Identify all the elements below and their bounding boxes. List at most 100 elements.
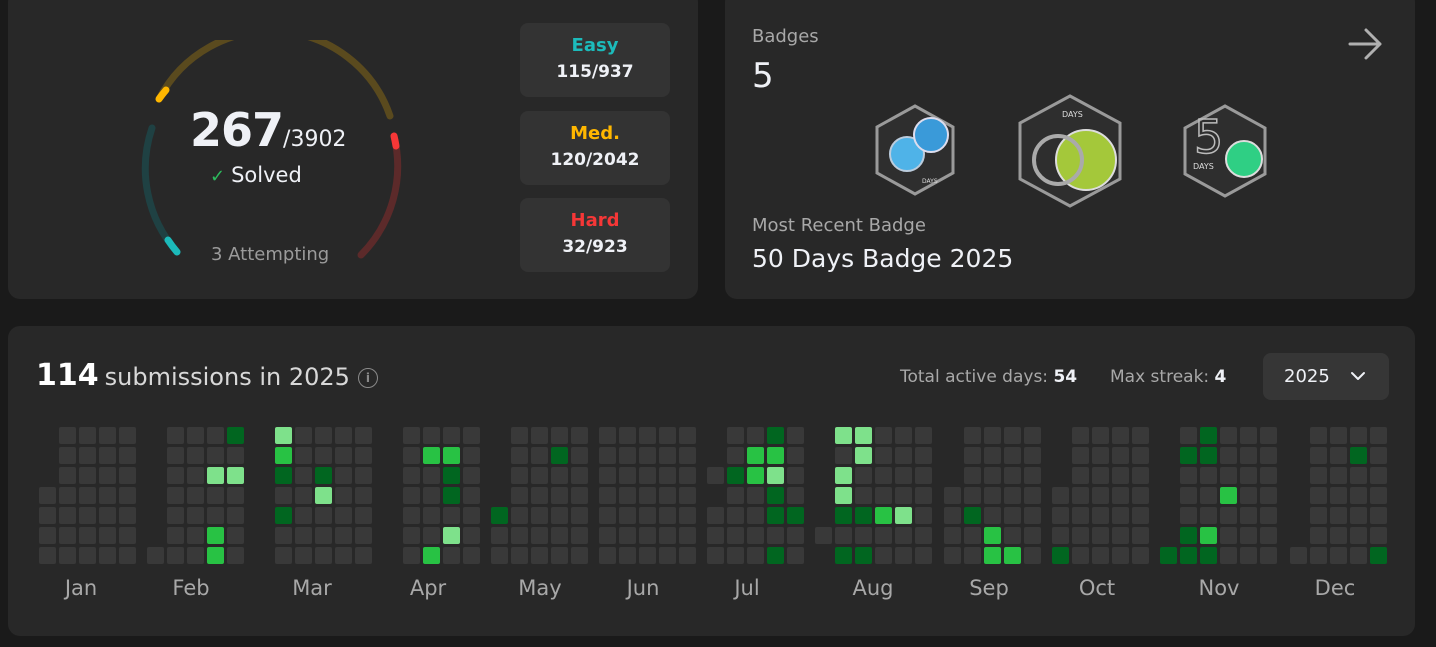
- heatmap-day-cell[interactable]: [463, 427, 480, 444]
- heatmap-day-cell[interactable]: [787, 427, 804, 444]
- heatmap-day-cell[interactable]: [944, 527, 961, 544]
- heatmap-day-cell[interactable]: [187, 547, 204, 564]
- heatmap-day-cell[interactable]: [1260, 447, 1277, 464]
- heatmap-day-cell[interactable]: [855, 527, 872, 544]
- heatmap-day-cell[interactable]: [964, 547, 981, 564]
- heatmap-day-cell[interactable]: [295, 527, 312, 544]
- heatmap-day-cell[interactable]: [443, 527, 460, 544]
- heatmap-day-cell[interactable]: [99, 487, 116, 504]
- heatmap-day-cell[interactable]: [167, 487, 184, 504]
- heatmap-day-cell[interactable]: [1310, 507, 1327, 524]
- heatmap-day-cell[interactable]: [599, 487, 616, 504]
- heatmap-day-cell[interactable]: [551, 527, 568, 544]
- heatmap-day-cell[interactable]: [119, 447, 136, 464]
- heatmap-day-cell[interactable]: [767, 507, 784, 524]
- heatmap-day-cell[interactable]: [1112, 427, 1129, 444]
- heatmap-day-cell[interactable]: [835, 507, 852, 524]
- heatmap-day-cell[interactable]: [423, 547, 440, 564]
- heatmap-day-cell[interactable]: [1052, 547, 1069, 564]
- heatmap-day-cell[interactable]: [463, 527, 480, 544]
- heatmap-day-cell[interactable]: [59, 487, 76, 504]
- heatmap-day-cell[interactable]: [787, 447, 804, 464]
- heatmap-day-cell[interactable]: [1052, 527, 1069, 544]
- heatmap-day-cell[interactable]: [295, 467, 312, 484]
- heatmap-day-cell[interactable]: [443, 487, 460, 504]
- heatmap-day-cell[interactable]: [875, 547, 892, 564]
- heatmap-day-cell[interactable]: [531, 527, 548, 544]
- heatmap-day-cell[interactable]: [39, 487, 56, 504]
- heatmap-day-cell[interactable]: [639, 547, 656, 564]
- heatmap-day-cell[interactable]: [895, 487, 912, 504]
- heatmap-day-cell[interactable]: [679, 447, 696, 464]
- heatmap-day-cell[interactable]: [1330, 467, 1347, 484]
- heatmap-day-cell[interactable]: [403, 487, 420, 504]
- heatmap-day-cell[interactable]: [659, 447, 676, 464]
- heatmap-day-cell[interactable]: [707, 507, 724, 524]
- heatmap-day-cell[interactable]: [275, 447, 292, 464]
- heatmap-day-cell[interactable]: [315, 467, 332, 484]
- heatmap-day-cell[interactable]: [835, 447, 852, 464]
- heatmap-day-cell[interactable]: [167, 527, 184, 544]
- heatmap-day-cell[interactable]: [187, 487, 204, 504]
- heatmap-day-cell[interactable]: [1350, 507, 1367, 524]
- heatmap-day-cell[interactable]: [1200, 467, 1217, 484]
- heatmap-day-cell[interactable]: [835, 527, 852, 544]
- heatmap-day-cell[interactable]: [443, 427, 460, 444]
- heatmap-day-cell[interactable]: [531, 427, 548, 444]
- heatmap-day-cell[interactable]: [207, 507, 224, 524]
- heatmap-day-cell[interactable]: [727, 547, 744, 564]
- heatmap-day-cell[interactable]: [1370, 547, 1387, 564]
- heatmap-day-cell[interactable]: [1310, 467, 1327, 484]
- heatmap-day-cell[interactable]: [1092, 487, 1109, 504]
- heatmap-day-cell[interactable]: [551, 447, 568, 464]
- heatmap-day-cell[interactable]: [855, 447, 872, 464]
- heatmap-day-cell[interactable]: [39, 507, 56, 524]
- badge-icon[interactable]: 5 DAYS: [1180, 103, 1270, 199]
- heatmap-day-cell[interactable]: [747, 467, 764, 484]
- heatmap-day-cell[interactable]: [619, 507, 636, 524]
- heatmap-day-cell[interactable]: [659, 487, 676, 504]
- heatmap-day-cell[interactable]: [355, 467, 372, 484]
- heatmap-day-cell[interactable]: [727, 527, 744, 544]
- heatmap-day-cell[interactable]: [767, 427, 784, 444]
- heatmap-day-cell[interactable]: [1370, 527, 1387, 544]
- heatmap-day-cell[interactable]: [1330, 507, 1347, 524]
- difficulty-hard[interactable]: Hard 32/923: [520, 198, 670, 272]
- heatmap-day-cell[interactable]: [571, 487, 588, 504]
- heatmap-day-cell[interactable]: [599, 547, 616, 564]
- heatmap-day-cell[interactable]: [1092, 527, 1109, 544]
- heatmap-day-cell[interactable]: [491, 547, 508, 564]
- heatmap-day-cell[interactable]: [1052, 487, 1069, 504]
- heatmap-day-cell[interactable]: [79, 507, 96, 524]
- heatmap-day-cell[interactable]: [1004, 527, 1021, 544]
- heatmap-day-cell[interactable]: [1092, 447, 1109, 464]
- heatmap-day-cell[interactable]: [511, 427, 528, 444]
- heatmap-day-cell[interactable]: [79, 547, 96, 564]
- heatmap-day-cell[interactable]: [944, 507, 961, 524]
- heatmap-day-cell[interactable]: [423, 447, 440, 464]
- heatmap-day-cell[interactable]: [1112, 487, 1129, 504]
- heatmap-day-cell[interactable]: [531, 547, 548, 564]
- heatmap-day-cell[interactable]: [895, 547, 912, 564]
- heatmap-day-cell[interactable]: [227, 507, 244, 524]
- heatmap-day-cell[interactable]: [984, 467, 1001, 484]
- heatmap-day-cell[interactable]: [767, 527, 784, 544]
- heatmap-day-cell[interactable]: [895, 507, 912, 524]
- heatmap-day-cell[interactable]: [119, 527, 136, 544]
- heatmap-day-cell[interactable]: [964, 467, 981, 484]
- heatmap-day-cell[interactable]: [227, 467, 244, 484]
- heatmap-day-cell[interactable]: [443, 447, 460, 464]
- heatmap-day-cell[interactable]: [1350, 547, 1367, 564]
- heatmap-day-cell[interactable]: [1072, 547, 1089, 564]
- heatmap-day-cell[interactable]: [571, 467, 588, 484]
- heatmap-day-cell[interactable]: [1024, 467, 1041, 484]
- heatmap-day-cell[interactable]: [855, 507, 872, 524]
- heatmap-day-cell[interactable]: [875, 467, 892, 484]
- heatmap-day-cell[interactable]: [1072, 447, 1089, 464]
- heatmap-day-cell[interactable]: [227, 547, 244, 564]
- heatmap-day-cell[interactable]: [767, 467, 784, 484]
- heatmap-day-cell[interactable]: [207, 487, 224, 504]
- heatmap-day-cell[interactable]: [639, 427, 656, 444]
- heatmap-day-cell[interactable]: [659, 547, 676, 564]
- heatmap-day-cell[interactable]: [335, 507, 352, 524]
